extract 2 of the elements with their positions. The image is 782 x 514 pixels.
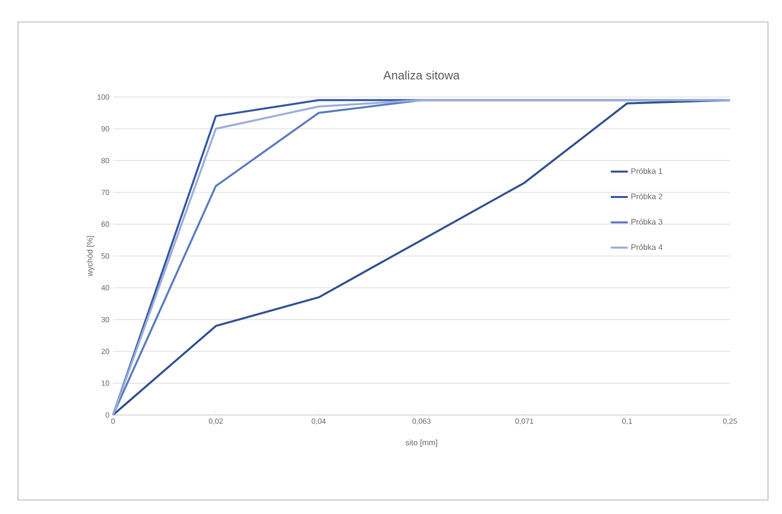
- line-series: [112, 99, 732, 416]
- chart-title: Analiza sitowa: [383, 70, 460, 80]
